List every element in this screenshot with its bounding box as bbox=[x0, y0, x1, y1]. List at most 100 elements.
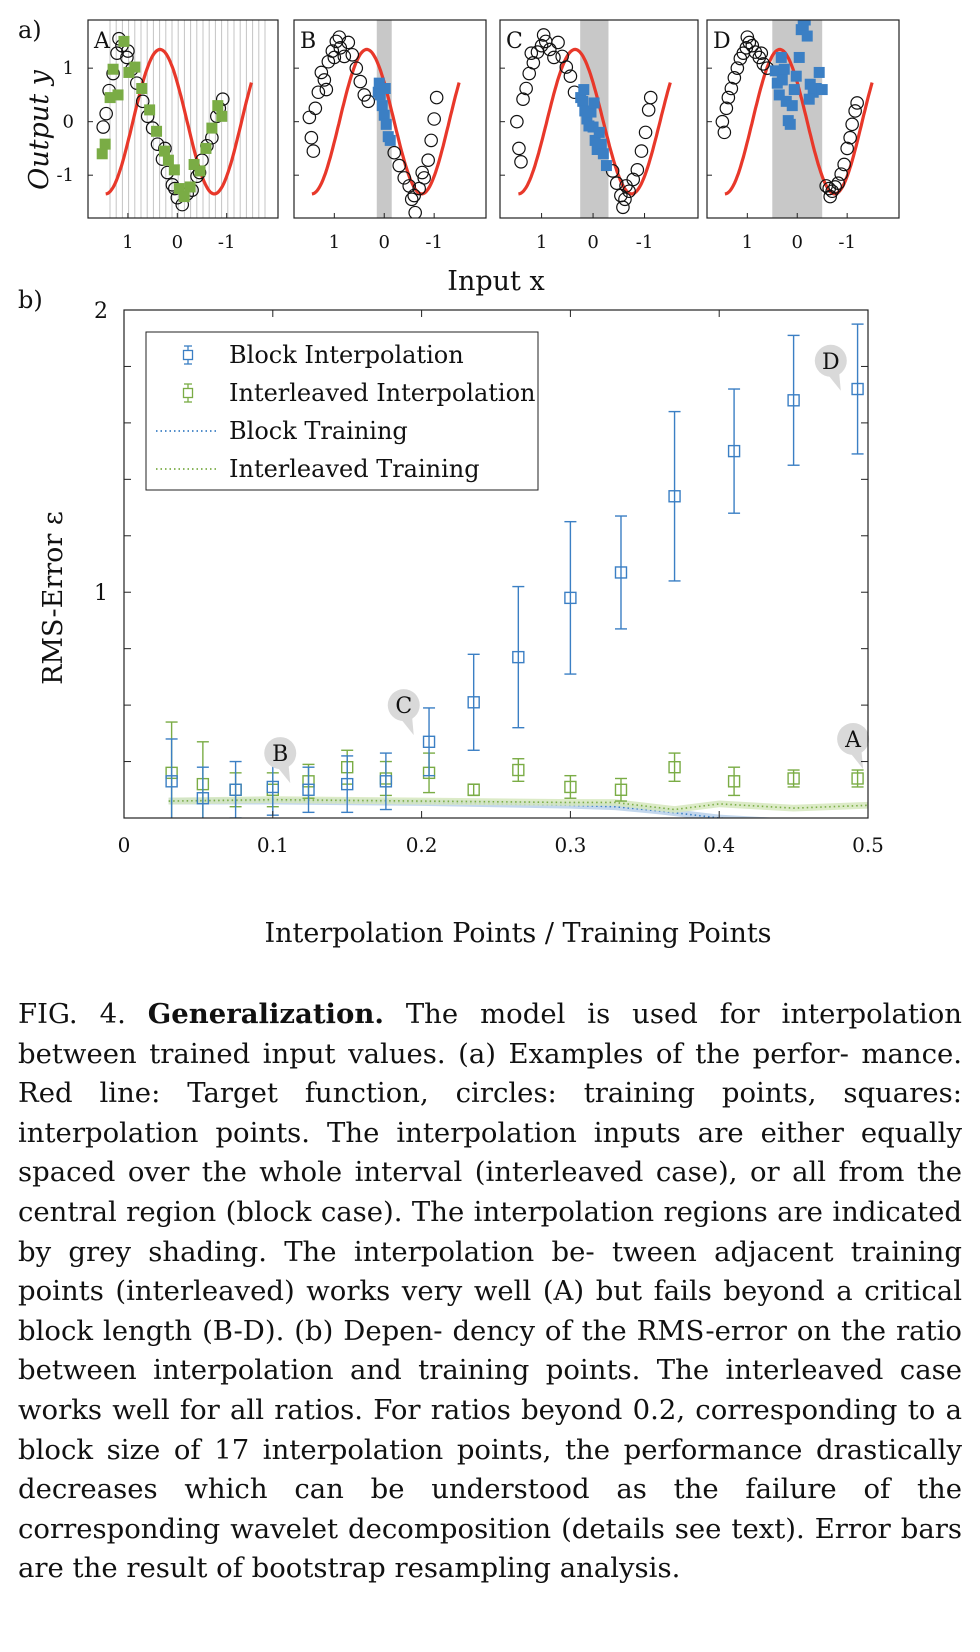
subplot-C: 1 0 -1 C bbox=[499, 19, 699, 253]
caption-line: or all from the central region (block ca… bbox=[18, 1156, 962, 1228]
panel-b-ylabel: RMS-Error ε bbox=[38, 511, 69, 685]
training-point bbox=[754, 46, 769, 60]
x-tick-label: 0.1 bbox=[257, 833, 289, 857]
training-point bbox=[337, 49, 352, 64]
legend-label: Interleaved Interpolation bbox=[229, 379, 535, 407]
panel-a-xlabel: Input x bbox=[447, 266, 544, 297]
training-point bbox=[311, 85, 326, 100]
annotation-A: A bbox=[837, 722, 870, 769]
data-point bbox=[564, 591, 577, 605]
interpolation-point bbox=[173, 183, 185, 195]
interpolation-point bbox=[144, 104, 156, 116]
training-point bbox=[519, 81, 533, 96]
interpolation-point bbox=[600, 160, 612, 172]
training-point bbox=[536, 28, 551, 42]
training-point bbox=[397, 171, 412, 185]
training-point bbox=[417, 171, 431, 185]
x-tick-label: -1 bbox=[218, 232, 236, 253]
y-tick-label: 1 bbox=[63, 58, 74, 79]
caption-line: which can be understood as the failure o… bbox=[18, 1473, 962, 1545]
subplot-frame bbox=[293, 19, 487, 219]
training-point bbox=[510, 114, 524, 129]
training-point bbox=[135, 94, 150, 109]
training-point bbox=[831, 176, 845, 191]
x-tick-label: 0.2 bbox=[406, 833, 438, 857]
panel-b: A B C D 0 0.1 0.2 0.3 0.4 0.5 1 2 Block Interpolatio… bbox=[94, 299, 884, 857]
legend-label: Block Training bbox=[229, 417, 408, 445]
interpolation-point bbox=[123, 66, 135, 78]
target-function-line bbox=[105, 47, 253, 196]
caption-title: Generalization. bbox=[147, 998, 384, 1030]
annotation-label: B bbox=[272, 742, 288, 767]
training-point bbox=[306, 144, 321, 158]
caption-line: ratios. For ratios beyond 0.2, correspon… bbox=[18, 1393, 962, 1466]
interpolation-point bbox=[380, 118, 392, 130]
training-point bbox=[349, 61, 364, 75]
x-tick-label: 1 bbox=[742, 232, 753, 253]
caption-line: The model is used for interpolation bbox=[405, 998, 962, 1030]
subplot-label: C bbox=[506, 29, 523, 54]
panel-a-ylabel: Output y bbox=[24, 69, 55, 189]
training-point bbox=[643, 90, 658, 105]
subplot-plot-area bbox=[302, 20, 461, 218]
training-point bbox=[424, 133, 438, 148]
interpolation-point bbox=[188, 158, 200, 170]
training-point bbox=[319, 82, 334, 97]
caption-line: either equally spaced over the whole int… bbox=[18, 1116, 962, 1189]
training-point bbox=[308, 101, 323, 116]
training-point bbox=[120, 50, 134, 65]
caption-line: result of bootstrap resampling analysis. bbox=[126, 1552, 681, 1585]
training-point bbox=[96, 120, 110, 134]
annotation-label: A bbox=[844, 728, 862, 753]
data-point bbox=[229, 783, 242, 796]
caption-line: 17 interpolation points, the performance… bbox=[18, 1433, 962, 1506]
interpolation-point bbox=[803, 93, 815, 105]
interpolation-point bbox=[96, 148, 108, 160]
interpolation-point bbox=[784, 118, 796, 130]
training-point bbox=[845, 117, 859, 132]
training-point bbox=[325, 44, 340, 58]
x-tick-label: 0 bbox=[379, 232, 390, 253]
interpolation-point bbox=[168, 164, 180, 176]
interpolation-point bbox=[786, 100, 798, 112]
interpolation-point bbox=[773, 89, 785, 101]
training-point bbox=[724, 81, 739, 96]
training-point bbox=[742, 35, 757, 50]
interpolation-point bbox=[776, 74, 788, 86]
interpolation-point bbox=[790, 70, 802, 82]
interpolation-point bbox=[136, 82, 148, 94]
training-point bbox=[641, 103, 656, 117]
subplot-A: 1 0 -1 1 0 -1 A bbox=[56, 19, 279, 253]
training-point bbox=[823, 189, 837, 204]
annotation-C: C bbox=[387, 689, 420, 736]
training-point bbox=[745, 38, 760, 53]
interpolation-point bbox=[151, 125, 163, 137]
training-band bbox=[168, 796, 868, 813]
data-point bbox=[614, 783, 628, 796]
plot-frame bbox=[123, 309, 869, 819]
training-line bbox=[168, 798, 868, 811]
y-tick-label: 1 bbox=[94, 581, 108, 606]
training-point bbox=[618, 192, 632, 207]
training-point bbox=[740, 30, 755, 44]
annotation-label: C bbox=[395, 694, 412, 719]
interpolation-point bbox=[579, 105, 591, 117]
interpolation-point bbox=[216, 110, 228, 122]
interpolation-point bbox=[588, 97, 600, 109]
annotation-B: B bbox=[264, 737, 297, 784]
training-point bbox=[408, 205, 422, 218]
interpolation-point bbox=[816, 84, 828, 96]
interpolation-point bbox=[799, 20, 811, 26]
training-point bbox=[638, 125, 653, 140]
data-point bbox=[787, 772, 800, 785]
subplot-plot-area bbox=[715, 20, 874, 218]
training-point bbox=[717, 125, 732, 140]
interpolation-point bbox=[376, 100, 388, 112]
training-point bbox=[514, 155, 528, 169]
interpolation-point bbox=[595, 138, 607, 150]
legend-box bbox=[145, 331, 539, 491]
x-tick-label: 1 bbox=[329, 232, 340, 253]
figure: a) 1 0 -110-1A1 0 -1B1 0 -1C1 0 -1D Output y Inp… bbox=[18, 16, 900, 949]
training-point bbox=[512, 141, 526, 156]
subplot-frame bbox=[499, 19, 699, 219]
